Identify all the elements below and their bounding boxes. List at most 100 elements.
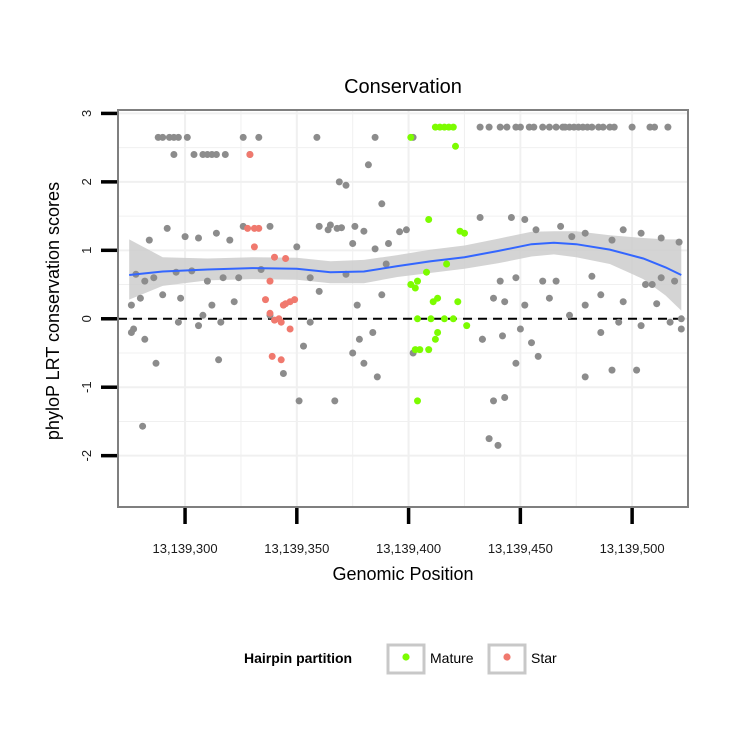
point-mature <box>452 142 459 150</box>
point-mature <box>411 284 419 292</box>
point-other <box>371 245 379 253</box>
point-other <box>485 435 493 443</box>
point-other <box>378 200 386 208</box>
point-other <box>300 342 307 350</box>
point-star <box>271 253 278 261</box>
axes: 13,139,300 13,139,350 13,139,400 13,139,450… <box>79 110 665 556</box>
point-other <box>499 332 506 340</box>
point-other <box>235 274 243 282</box>
point-other <box>566 311 573 319</box>
panel-border-layer <box>117 109 689 508</box>
point-other <box>516 123 524 131</box>
point-mature <box>463 322 471 330</box>
point-other <box>163 224 171 232</box>
point-other <box>190 151 198 158</box>
legend-marker-star <box>503 653 511 661</box>
point-star <box>271 316 278 324</box>
point-other <box>552 277 560 285</box>
x-tick-label: 13,139,450 <box>488 541 553 556</box>
point-other <box>588 123 596 131</box>
point-star <box>250 243 258 251</box>
point-other <box>507 214 515 221</box>
y-axis-title: phyloP LRT conservation scores <box>43 182 63 440</box>
point-other <box>503 123 511 131</box>
point-other <box>195 234 202 242</box>
point-other <box>648 281 656 288</box>
point-star <box>277 318 285 326</box>
point-other <box>177 294 185 302</box>
x-tick-label: 13,139,400 <box>376 541 441 556</box>
point-other <box>239 133 247 141</box>
point-mature <box>425 216 433 223</box>
point-other <box>208 151 216 158</box>
confidence-band <box>129 231 682 311</box>
point-mature <box>411 346 419 354</box>
point-other <box>396 228 404 236</box>
point-other <box>217 318 225 326</box>
point-other <box>324 226 332 234</box>
point-other <box>174 318 182 326</box>
point-mature <box>427 315 435 323</box>
point-other <box>579 123 587 131</box>
point-other <box>199 311 207 319</box>
point-other <box>364 161 372 169</box>
point-other <box>532 226 540 234</box>
point-other <box>545 123 553 131</box>
point-other <box>195 322 202 330</box>
point-other <box>306 318 314 326</box>
point-other <box>141 335 149 343</box>
confidence-band-layer <box>129 231 682 311</box>
point-other <box>615 318 623 326</box>
point-mature <box>434 329 442 336</box>
point-mature <box>461 229 468 237</box>
point-other <box>570 123 578 131</box>
point-other <box>145 236 153 244</box>
point-other <box>315 222 323 230</box>
point-other <box>266 222 274 230</box>
legend-title: Hairpin partition <box>244 650 352 666</box>
point-other <box>371 133 379 141</box>
point-other <box>581 301 589 309</box>
point-other <box>496 123 504 131</box>
point-other <box>402 226 410 234</box>
point-mature <box>414 315 421 323</box>
y-tick-label: 2 <box>79 178 94 185</box>
point-other <box>539 123 547 131</box>
point-other <box>353 301 361 309</box>
point-other <box>159 291 167 299</box>
point-other <box>478 335 486 343</box>
point-other <box>230 298 238 306</box>
series-other <box>127 123 685 449</box>
point-other <box>476 214 484 221</box>
panel-border <box>117 109 689 508</box>
point-other <box>152 359 160 367</box>
point-other <box>657 274 665 282</box>
point-other <box>521 301 529 309</box>
point-star <box>286 325 294 333</box>
point-star <box>268 352 276 360</box>
point-other <box>369 329 377 336</box>
point-other <box>530 123 538 131</box>
point-other <box>512 359 520 367</box>
point-star <box>282 255 290 262</box>
point-other <box>675 238 683 246</box>
point-other <box>136 294 144 302</box>
point-other <box>385 240 392 247</box>
point-other <box>355 335 363 343</box>
point-mature <box>429 298 437 306</box>
y-tick-label: -2 <box>79 450 94 462</box>
point-mature <box>431 335 439 343</box>
point-other <box>512 274 520 282</box>
x-tick-label: 13,139,350 <box>264 541 329 556</box>
point-mature <box>440 315 448 323</box>
point-other <box>315 287 323 295</box>
point-other <box>255 133 263 141</box>
point-other <box>637 322 645 330</box>
point-star <box>277 356 285 364</box>
point-other <box>552 123 560 131</box>
point-mature <box>449 315 457 323</box>
legend-marker-mature <box>402 653 410 661</box>
point-other <box>349 349 357 357</box>
point-mature <box>454 298 462 306</box>
point-other <box>496 277 504 285</box>
